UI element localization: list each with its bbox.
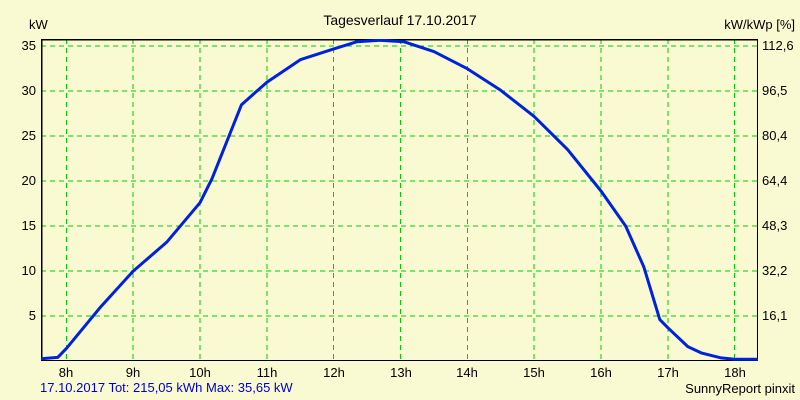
x-axis-tick-label: 18h	[724, 365, 746, 380]
power-curve	[41, 39, 758, 361]
x-axis-tick-label: 13h	[390, 365, 412, 380]
x-axis-tick-label: 10h	[189, 365, 211, 380]
left-axis-tick-label: 25	[21, 128, 36, 143]
right-axis-tick-label: 48,3	[762, 218, 788, 233]
left-axis-unit-label: kW	[29, 17, 48, 32]
x-axis-tick-label: 16h	[590, 365, 612, 380]
left-axis-tick-label: 30	[21, 83, 36, 98]
x-axis-tick-label: 12h	[323, 365, 345, 380]
right-axis-unit-label: kW/kWp [%]	[724, 17, 795, 32]
x-axis-tick-label: 17h	[657, 365, 679, 380]
right-axis-tick-label: 16,1	[762, 308, 788, 323]
chart-title: Tagesverlauf 17.10.2017	[323, 12, 477, 28]
left-axis-tick-label: 35	[21, 38, 36, 53]
x-axis-tick-label: 9h	[125, 365, 141, 380]
left-axis-tick-label: 20	[21, 173, 36, 188]
left-axis-tick-label: 10	[21, 263, 36, 278]
right-axis-tick-label: 32,2	[762, 263, 788, 278]
x-axis-tick-label: 14h	[456, 365, 478, 380]
right-axis-tick-label: 80,4	[762, 128, 788, 143]
right-axis-tick-label: 96,5	[762, 83, 788, 98]
plot-border	[41, 39, 758, 361]
left-axis-tick-label: 15	[21, 218, 36, 233]
right-axis-tick-label: 112,6	[762, 38, 794, 53]
plot-area	[41, 39, 758, 361]
left-axis-tick-label: 5	[28, 308, 36, 323]
right-axis-tick-label: 64,4	[762, 173, 788, 188]
x-axis-tick-label: 11h	[256, 365, 278, 380]
daily-stats-summary: 17.10.2017 Tot: 215,05 kWh Max: 35,65 kW	[40, 380, 293, 395]
daily-power-line-chart	[41, 39, 758, 361]
x-axis-tick-label: 8h	[58, 365, 74, 380]
x-axis-tick-label: 15h	[523, 365, 545, 380]
branding-text: SunnyReport pinxit	[685, 381, 795, 396]
